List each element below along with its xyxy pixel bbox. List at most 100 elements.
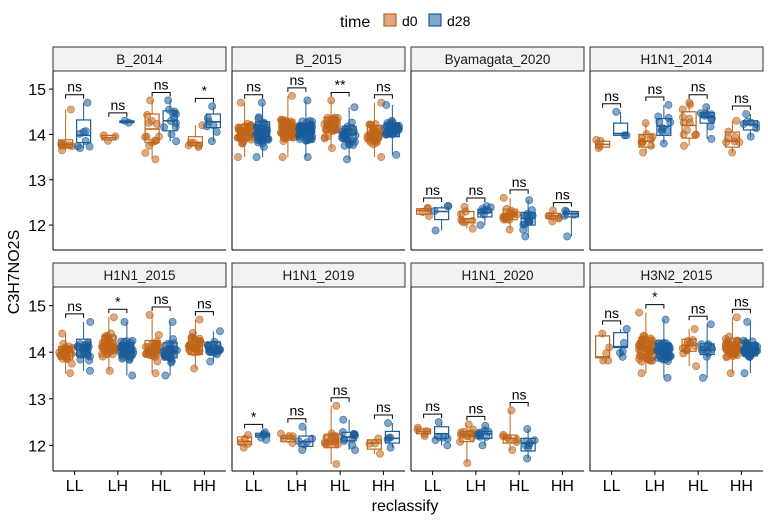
data-point-d0 xyxy=(691,130,700,139)
facet-strip-label: H1N1_2019 xyxy=(282,268,354,283)
data-point-d28 xyxy=(386,443,395,452)
data-point-d28 xyxy=(215,327,224,336)
data-point-d28 xyxy=(76,355,85,364)
y-tick-label: 15 xyxy=(28,82,46,99)
data-point-d28 xyxy=(167,130,176,139)
facet-strip xyxy=(52,46,227,72)
data-point-d0 xyxy=(330,431,339,440)
data-point-d28 xyxy=(387,128,396,137)
data-point-d28 xyxy=(259,125,268,134)
significance-bracket xyxy=(645,304,665,309)
data-point-d28 xyxy=(519,225,528,234)
data-point-d28 xyxy=(521,232,530,241)
data-point-d0 xyxy=(726,342,734,350)
data-point-d28 xyxy=(742,339,751,348)
data-point-d28 xyxy=(252,153,261,162)
data-point-d28 xyxy=(697,346,706,355)
data-point-d0 xyxy=(735,138,744,147)
data-point-d28 xyxy=(707,114,716,123)
data-point-d28 xyxy=(665,353,674,361)
data-point-d0 xyxy=(685,114,694,123)
data-point-d0 xyxy=(64,342,73,351)
data-point-d28 xyxy=(612,107,621,116)
y-tick-label: 12 xyxy=(28,218,46,235)
data-point-d0 xyxy=(605,343,614,352)
data-point-d28 xyxy=(570,210,579,219)
x-tick-label: HL xyxy=(509,478,530,495)
significance-bracket xyxy=(552,202,572,207)
data-point-d0 xyxy=(234,153,242,162)
data-point-d28 xyxy=(484,427,493,436)
data-point-d0 xyxy=(189,340,197,348)
data-point-d28 xyxy=(443,434,452,443)
significance-bracket xyxy=(466,415,486,421)
data-point-d28 xyxy=(81,137,90,145)
data-point-d0 xyxy=(365,439,374,448)
data-point-d0 xyxy=(678,105,687,114)
x-tick-label: LH xyxy=(108,478,128,495)
data-point-d0 xyxy=(333,113,342,122)
data-point-d28 xyxy=(209,121,218,130)
data-point-d28 xyxy=(562,208,571,216)
data-point-d28 xyxy=(339,415,348,424)
facet-strip xyxy=(231,262,406,288)
data-point-d0 xyxy=(647,141,656,150)
data-point-d0 xyxy=(236,133,245,141)
significance-bracket xyxy=(731,105,751,111)
significance-label: * xyxy=(115,293,121,309)
data-point-d28 xyxy=(301,123,310,132)
legend-key-d28 xyxy=(428,13,442,27)
significance-label: ns xyxy=(468,182,483,198)
data-point-d28 xyxy=(444,202,453,210)
data-point-d28 xyxy=(663,373,672,382)
data-point-d28 xyxy=(739,119,748,128)
significance-label: * xyxy=(251,408,257,424)
data-point-d0 xyxy=(58,354,67,363)
data-point-d28 xyxy=(662,339,671,348)
data-point-d28 xyxy=(699,373,707,382)
data-point-d0 xyxy=(141,148,150,157)
data-point-d0 xyxy=(373,134,382,143)
significance-label: ns xyxy=(691,300,706,316)
significance-bracket xyxy=(731,308,751,314)
data-point-d0 xyxy=(111,132,120,141)
significance-bracket xyxy=(466,197,486,203)
data-point-d0 xyxy=(637,369,646,378)
data-point-d0 xyxy=(500,213,509,222)
significance-label: ns xyxy=(512,386,527,402)
data-point-d0 xyxy=(237,438,246,447)
significance-bracket xyxy=(194,97,214,103)
data-point-d28 xyxy=(743,317,752,326)
data-point-d28 xyxy=(486,203,495,212)
data-point-d0 xyxy=(104,136,112,145)
facet-strip-label: B_2014 xyxy=(116,52,163,67)
data-point-d0 xyxy=(596,136,605,145)
significance-label: ns xyxy=(376,79,391,95)
data-point-d28 xyxy=(168,317,177,326)
x-tick-label: HL xyxy=(688,478,709,495)
data-point-d28 xyxy=(707,135,716,143)
legend-label-d0: d0 xyxy=(402,13,418,29)
data-point-d0 xyxy=(469,425,478,434)
y-tick-label: 14 xyxy=(28,127,46,144)
data-point-d28 xyxy=(702,352,711,361)
facet-strip xyxy=(231,46,406,72)
data-point-d0 xyxy=(327,96,336,105)
data-point-d28 xyxy=(704,340,713,349)
data-point-d0 xyxy=(468,224,477,233)
facet-panel: H1N1_2015 12 13 14 15 LL ns LH * HL ns HH ns xyxy=(28,262,227,495)
facet-panel: B_2014 12 13 14 15 ns ns ns * xyxy=(28,46,227,251)
legend-label-d28: d28 xyxy=(447,13,471,29)
data-point-d28 xyxy=(169,335,178,344)
data-point-d28 xyxy=(706,122,715,131)
x-tick-label: HH xyxy=(193,478,216,495)
x-tick-label: HL xyxy=(151,478,172,495)
data-point-d28 xyxy=(203,113,212,122)
data-point-d28 xyxy=(118,343,127,352)
data-point-d0 xyxy=(105,366,114,375)
data-point-d28 xyxy=(171,122,180,131)
data-point-d28 xyxy=(348,434,357,443)
data-point-d28 xyxy=(205,342,214,351)
